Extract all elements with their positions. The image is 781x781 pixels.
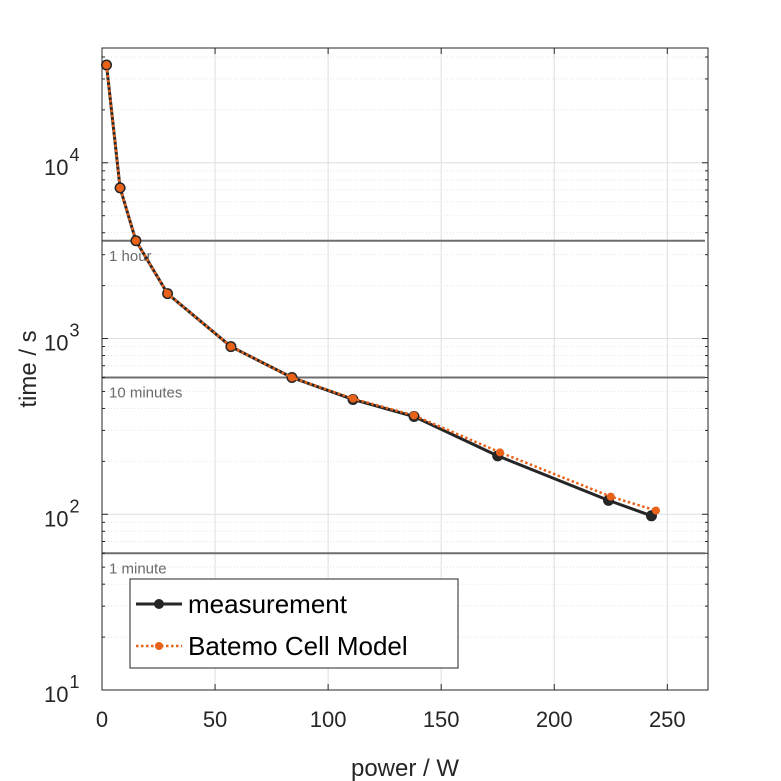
series-1-point-9 bbox=[606, 492, 615, 501]
x-tick-label-0: 0 bbox=[96, 707, 108, 732]
legend-marker-measurement bbox=[154, 599, 164, 609]
plot-frame bbox=[101, 47, 709, 691]
legend-box bbox=[129, 578, 459, 669]
series-line-0 bbox=[105, 64, 652, 518]
legend-marker-model bbox=[155, 642, 163, 650]
x-tick-label-3: 150 bbox=[423, 707, 460, 732]
y-tick-label-2: 103 bbox=[44, 321, 80, 356]
legend-label-model: Batemo Cell Model bbox=[188, 631, 408, 661]
x-tick-label-1: 50 bbox=[203, 707, 227, 732]
series-1-point-5 bbox=[287, 373, 296, 382]
y-tick-exponent-3: 4 bbox=[69, 145, 79, 165]
series-1-point-10 bbox=[651, 506, 660, 515]
series-1-point-6 bbox=[348, 394, 357, 403]
y-tick-exponent-0: 1 bbox=[69, 672, 79, 692]
reference-label-1: 10 minutes bbox=[109, 385, 182, 402]
legend-label-measurement: measurement bbox=[188, 589, 348, 619]
series-1-point-2 bbox=[131, 236, 140, 245]
x-axis-ticks: 0 50 100 150 200 250 bbox=[96, 48, 686, 732]
legend: measurement Batemo Cell Model bbox=[129, 578, 459, 669]
series-1-point-4 bbox=[226, 342, 235, 351]
y-tick-label-3: 104 bbox=[44, 145, 80, 180]
series-layer bbox=[101, 59, 660, 522]
y-tick-exponent-1: 2 bbox=[69, 496, 79, 516]
series-1-point-7 bbox=[410, 411, 419, 420]
series-1-point-8 bbox=[495, 448, 504, 457]
series-line-1 bbox=[105, 64, 657, 512]
x-tick-label-2: 100 bbox=[310, 707, 347, 732]
series-1-point-3 bbox=[163, 289, 172, 298]
y-tick-exponent-2: 3 bbox=[69, 321, 79, 341]
y-tick-label-1: 102 bbox=[44, 496, 80, 531]
grid bbox=[101, 48, 708, 691]
reference-label-2: 1 minute bbox=[109, 560, 167, 577]
series-1-point-1 bbox=[116, 183, 125, 192]
x-tick-label-5: 250 bbox=[649, 707, 686, 732]
x-axis-label: power / W bbox=[351, 755, 459, 781]
y-tick-label-0: 101 bbox=[44, 672, 80, 707]
x-tick-label-4: 200 bbox=[536, 707, 573, 732]
series-1-point-0 bbox=[102, 61, 111, 70]
y-axis-label: time / s bbox=[15, 330, 42, 407]
